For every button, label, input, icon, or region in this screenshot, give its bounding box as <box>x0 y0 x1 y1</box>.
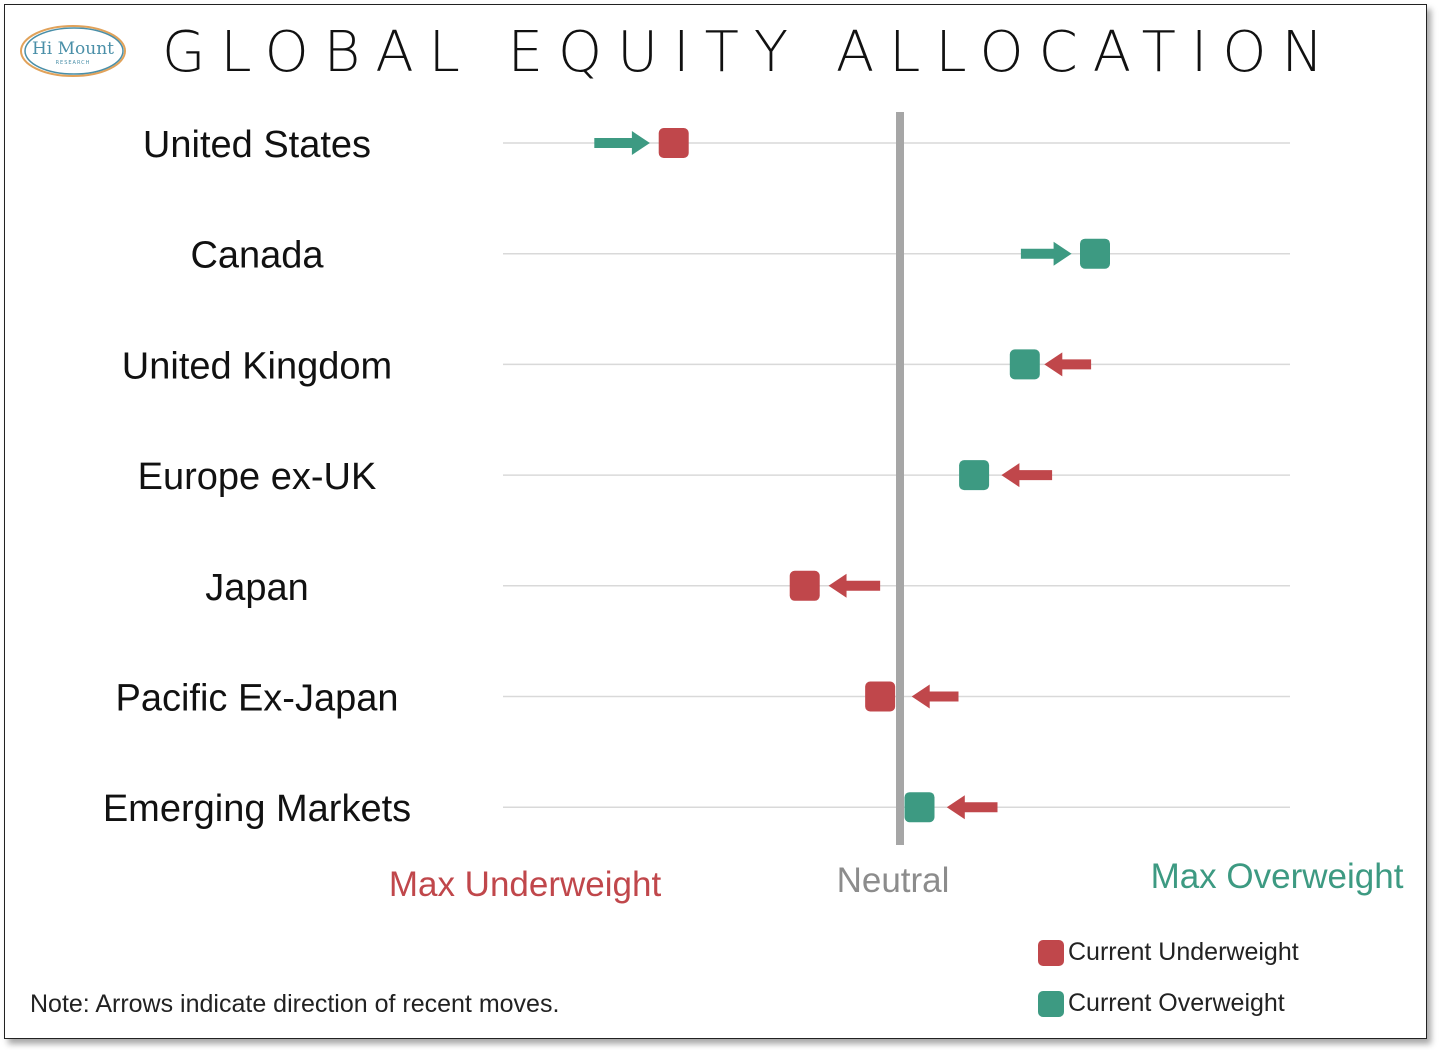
move-arrow <box>828 573 881 598</box>
category-label: Pacific Ex-Japan <box>115 678 398 720</box>
category-label: United States <box>143 124 371 166</box>
move-arrow <box>1001 463 1053 488</box>
move-arrow <box>594 131 650 155</box>
neutral-line <box>896 112 904 845</box>
chart-frame <box>4 4 1427 1039</box>
legend-label-overweight: Current Overweight <box>1068 989 1285 1017</box>
chart-title: GLOBAL EQUITY ALLOCATION <box>162 20 1339 85</box>
allocation-marker <box>904 792 935 823</box>
category-label: Japan <box>205 567 309 609</box>
allocation-marker <box>959 460 990 491</box>
legend-swatch-underweight <box>1038 939 1064 966</box>
axis-label-max-underweight: Max Underweight <box>389 865 662 904</box>
allocation-marker <box>658 128 689 158</box>
allocation-marker <box>1080 238 1110 269</box>
allocation-marker <box>1009 349 1040 380</box>
logo-subtext: RESEARCH <box>56 60 91 66</box>
logo-text: Hi Mount <box>32 39 114 59</box>
move-arrow <box>946 795 998 820</box>
legend-label-underweight: Current Underweight <box>1068 938 1299 966</box>
category-label: Emerging Markets <box>103 788 411 830</box>
move-arrow <box>1044 352 1092 377</box>
move-arrow <box>1020 241 1072 266</box>
axis-label-max-overweight: Max Overweight <box>1151 857 1404 896</box>
category-label: Europe ex-UK <box>138 456 377 498</box>
legend-item-underweight: Current Underweight <box>1038 938 1299 967</box>
allocation-marker <box>789 570 820 601</box>
legend-item-overweight: Current Overweight <box>1038 989 1285 1018</box>
move-arrow <box>911 684 959 709</box>
allocation-marker <box>865 681 896 712</box>
category-label: Canada <box>190 235 324 277</box>
footnote: Note: Arrows indicate direction of recen… <box>30 990 560 1018</box>
hi-mount-logo: Hi Mount RESEARCH <box>20 25 126 77</box>
category-label: United Kingdom <box>122 345 392 387</box>
legend-swatch-overweight <box>1038 990 1064 1017</box>
axis-label-neutral: Neutral <box>837 861 950 900</box>
